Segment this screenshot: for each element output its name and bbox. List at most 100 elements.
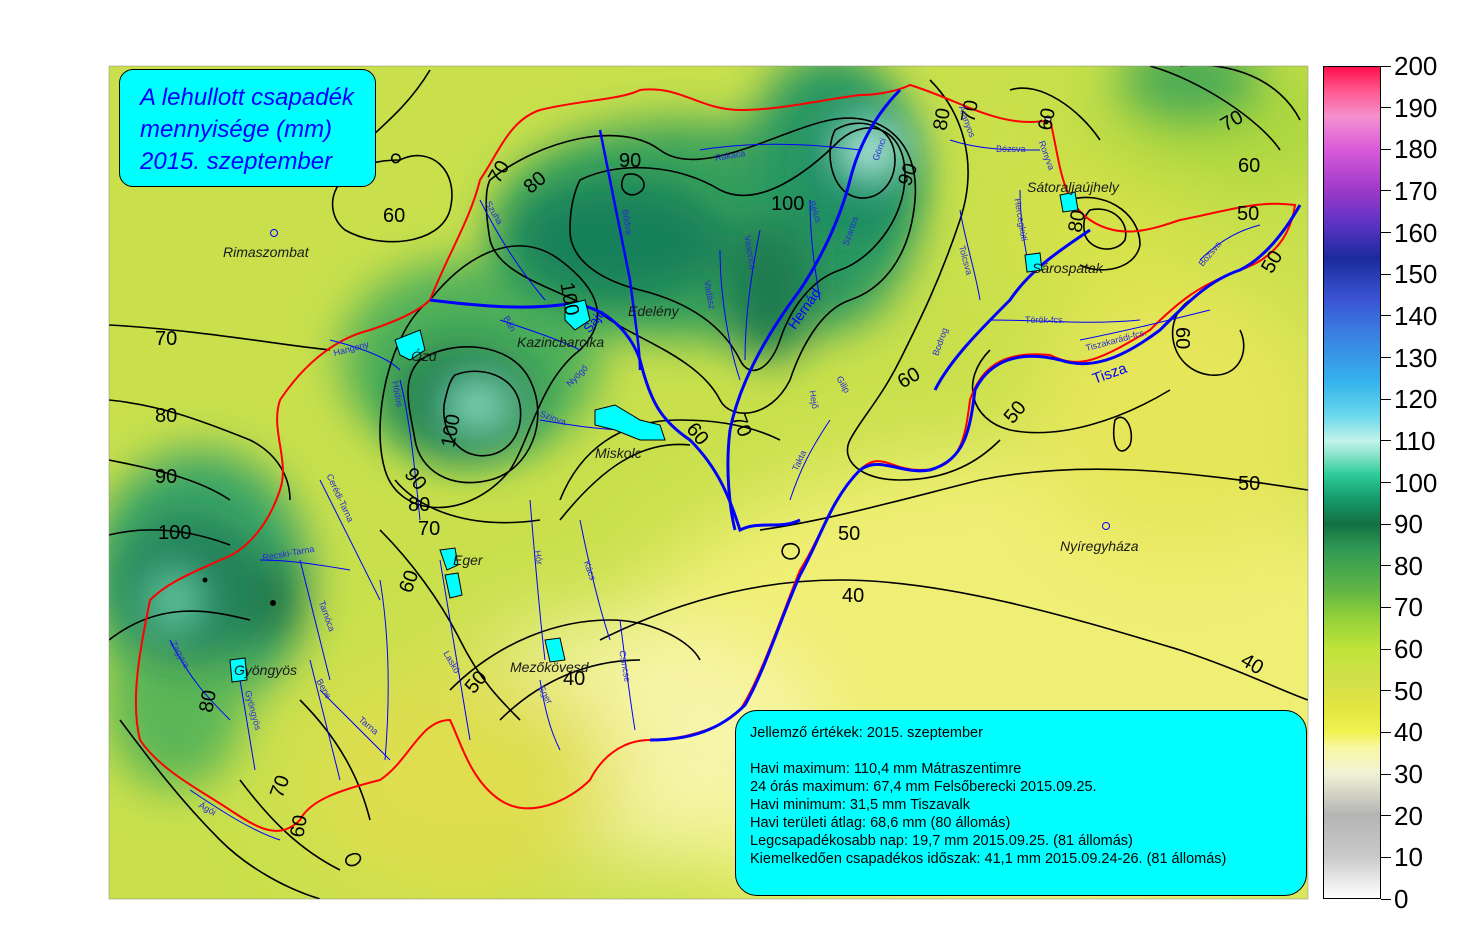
- legend-tick: [1381, 232, 1391, 234]
- contour-label: 70: [418, 518, 440, 540]
- contour-label: 60: [1238, 155, 1260, 177]
- stat-line-wettest-day: Legcsapadékosabb nap: 19,7 mm 2015.09.25…: [750, 833, 1133, 849]
- legend-tick: [1381, 440, 1391, 442]
- contour-label: 80: [408, 494, 430, 516]
- river-label-minor: Hór: [532, 550, 544, 566]
- statistics-header: Jellemző értékek: 2015. szeptember: [750, 725, 983, 741]
- city-label-satoraljaujhely: Sátoraljaújhely: [1027, 179, 1120, 195]
- legend-label: 190: [1394, 92, 1438, 123]
- legend-tick: [1381, 773, 1391, 775]
- contour-label: 50: [1238, 473, 1260, 495]
- city-label-miskolc: Miskolc: [595, 445, 642, 461]
- contour-label: 50: [1237, 203, 1259, 225]
- legend-label: 50: [1394, 675, 1423, 706]
- contour-label: 90: [619, 150, 641, 172]
- map-title-line2: mennyisége (mm): [140, 116, 333, 143]
- contour-label: 40: [563, 668, 585, 690]
- statistics-box: Jellemző értékek: 2015. szeptember Havi …: [735, 710, 1307, 896]
- contour-label: 60: [286, 813, 312, 839]
- color-scale-legend: 0 10 20 30 40 50 60 70 80 90 100 110 120 130 140 150 160…: [1323, 53, 1437, 912]
- city-label-eger: Eger: [453, 552, 484, 568]
- map-title-line3: 2015. szeptember: [140, 148, 333, 175]
- rivers: [169, 88, 1302, 841]
- legend-tick: [1381, 107, 1391, 109]
- contour-label: 70: [957, 98, 983, 124]
- city-label-sarospatak: Sárospatak: [1032, 260, 1104, 276]
- legend-label: 90: [1394, 509, 1423, 540]
- stat-line-24h-max: 24 órás maximum: 67,4 mm Felsőberecki 20…: [750, 779, 1097, 795]
- city-label-kazincbarcika: Kazincbarcika: [517, 334, 604, 350]
- legend-tick: [1381, 65, 1391, 67]
- legend-tick: [1381, 856, 1391, 858]
- color-scale-bar: [1323, 66, 1381, 899]
- stat-line-area-average: Havi területi átlag: 68,6 mm (80 állomás…: [750, 815, 1011, 831]
- river-label-minor: Bódva: [620, 209, 634, 236]
- stat-line-monthly-min: Havi minimum: 31,5 mm Tiszavalk: [750, 797, 970, 813]
- legend-label: 20: [1394, 800, 1423, 831]
- legend-tick: [1381, 315, 1391, 317]
- legend-tick: [1381, 482, 1391, 483]
- legend-label: 200: [1394, 51, 1438, 81]
- legend-label: 0: [1394, 884, 1409, 914]
- contour-label: 80: [195, 688, 221, 714]
- legend-tick: [1381, 190, 1391, 192]
- legend-tick: [1381, 565, 1391, 567]
- contour-label: 90: [155, 466, 177, 488]
- legend-tick: [1381, 398, 1391, 400]
- contour-label: 60: [1171, 327, 1193, 349]
- legend-label: 60: [1394, 634, 1423, 665]
- map-title-line1: A lehullott csapadék: [140, 84, 354, 111]
- contour-label: 80: [155, 405, 177, 427]
- legend-tick: [1381, 648, 1391, 650]
- legend-label: 150: [1394, 259, 1438, 290]
- legend-tick: [1381, 523, 1391, 525]
- legend-tick: [1381, 606, 1391, 608]
- city-markers: [202, 115, 1110, 606]
- contour-label: 50: [838, 523, 860, 545]
- river-label-minor: Hejő: [807, 390, 820, 410]
- contour-label: 80: [929, 106, 955, 132]
- legend-label: 10: [1394, 842, 1423, 873]
- legend-label: 130: [1394, 342, 1438, 373]
- city-label-ozd: Ózd: [411, 348, 438, 364]
- city-label-nyiregyhaza: Nyíregyháza: [1060, 538, 1139, 554]
- city-label-mezokovesd: Mezőkövesd: [510, 659, 590, 675]
- city-label-gyongyos: Gyöngyös: [234, 662, 297, 678]
- contour-label: 60: [383, 205, 405, 227]
- legend-label: 30: [1394, 759, 1423, 790]
- legend-label: 100: [1394, 467, 1438, 498]
- country-border: [134, 83, 1297, 832]
- river-label-minor: Bózsva: [996, 144, 1026, 154]
- contour-label: 100: [771, 193, 804, 215]
- contour-label: 40: [842, 585, 864, 607]
- legend-tick: [1381, 731, 1391, 733]
- legend-label: 140: [1394, 300, 1438, 331]
- contour-label: 60: [1034, 106, 1060, 132]
- river-label-minor: Hódos: [390, 380, 404, 408]
- stat-line-monthly-max: Havi maximum: 110,4 mm Mátraszentimre: [750, 761, 1022, 777]
- legend-label: 160: [1394, 217, 1438, 248]
- legend-tick: [1381, 357, 1391, 359]
- legend-tick: [1381, 690, 1391, 692]
- city-label-edeleny: Edelény: [628, 303, 680, 319]
- map-title-box: A lehullott csapadék mennyisége (mm) 201…: [119, 69, 376, 187]
- legend-tick: [1381, 898, 1391, 900]
- legend-tick: [1381, 148, 1391, 150]
- city-label-rimaszombat: Rimaszombat: [223, 244, 310, 260]
- legend-label: 40: [1394, 717, 1423, 748]
- contour-label: 80: [1064, 208, 1090, 234]
- stat-line-wet-period: Kiemelkedően csapadékos időszak: 41,1 mm…: [750, 851, 1227, 867]
- legend-label: 70: [1394, 592, 1423, 623]
- contour-lines: [109, 66, 1308, 899]
- legend-label: 170: [1394, 175, 1438, 206]
- contour-label: 70: [155, 328, 177, 350]
- legend-tick: [1381, 273, 1391, 275]
- legend-label: 80: [1394, 550, 1423, 581]
- lakes: [229, 191, 1079, 683]
- city-label-group: Rimaszombat Ózd Kazincbarcika Edelény Mi…: [223, 179, 1139, 678]
- contour-label: 100: [158, 522, 191, 544]
- legend-label: 110: [1394, 425, 1436, 456]
- legend-label: 120: [1394, 384, 1438, 415]
- river-label-minor: Török-fcs.: [1025, 315, 1065, 325]
- legend-tick: [1381, 815, 1391, 817]
